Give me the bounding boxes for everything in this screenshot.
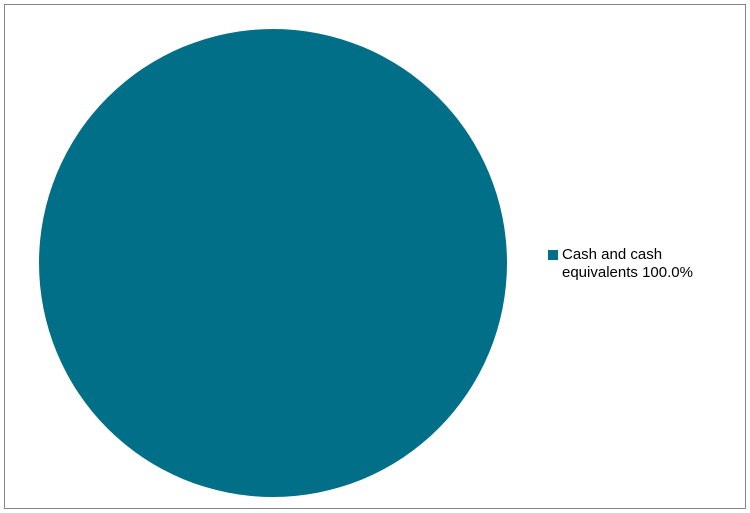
legend-label-name: Cash and cash equivalents <box>562 246 663 281</box>
legend-label: Cash and cash equivalents 100.0% <box>562 246 738 282</box>
pie-slices <box>39 29 507 497</box>
legend-label-value: 100.0% <box>642 264 693 281</box>
legend: Cash and cash equivalents 100.0% <box>548 246 738 282</box>
pie-slice-cash-and-cash-equivalents <box>39 29 507 497</box>
legend-swatch <box>548 250 558 260</box>
